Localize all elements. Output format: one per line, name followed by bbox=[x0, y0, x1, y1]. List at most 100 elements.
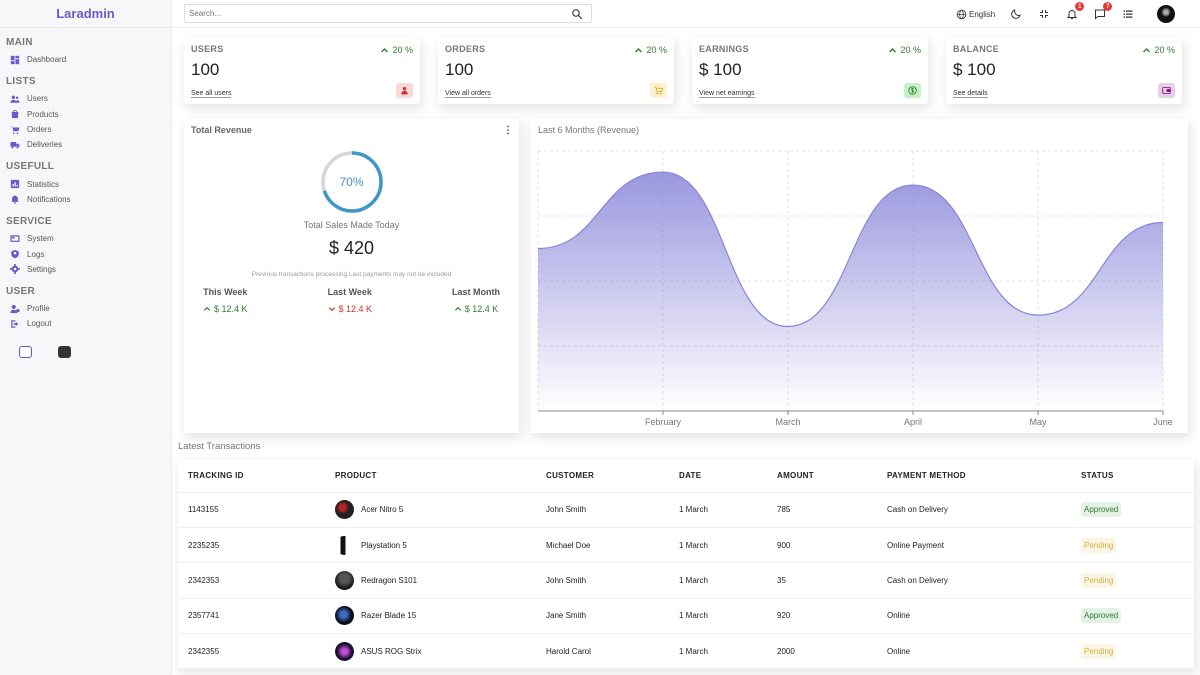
progress-label: 70% bbox=[339, 175, 364, 189]
total-revenue-card: Total Revenue 70% Total Sales Made Today… bbox=[184, 119, 519, 433]
widget-link[interactable]: View all orders bbox=[445, 90, 491, 98]
sidebar-item-label: Statistics bbox=[27, 179, 60, 189]
more-vert-icon[interactable] bbox=[504, 125, 512, 135]
amount-cell: 785 bbox=[767, 492, 877, 528]
sidebar-item-logout[interactable]: Logout bbox=[6, 316, 165, 331]
summary-title: This Week bbox=[203, 287, 248, 297]
brand[interactable]: Laradmin bbox=[0, 0, 171, 28]
dark-theme-toggle[interactable] bbox=[58, 345, 71, 358]
revenue-area-fill bbox=[538, 172, 1163, 411]
sidebar-item-label: System bbox=[27, 234, 54, 244]
widget-title: BALANCE bbox=[953, 44, 1000, 54]
notifications-button[interactable]: 1 bbox=[1065, 2, 1085, 21]
widget-percentage: 20 % bbox=[634, 45, 667, 55]
table-row[interactable]: 1143155 Acer Nitro 5 John Smith 1 March 785 C… bbox=[178, 492, 1194, 528]
summary-item: This Week $ 12.4 K bbox=[203, 287, 248, 314]
language-label: English bbox=[969, 9, 996, 19]
table-row[interactable]: 2342355 ASUS ROG Strix Harold Carol 1 March… bbox=[178, 633, 1194, 670]
sidebar-item-profile[interactable]: Profile bbox=[6, 301, 165, 316]
sidebar-section: LISTS Users Products Orders Deliveries bbox=[0, 76, 171, 152]
sidebar-item-settings[interactable]: Settings bbox=[6, 262, 165, 277]
sidebar-section: SERVICE System Logs Settings bbox=[0, 216, 171, 277]
sidebar-item-notifications[interactable]: Notifications bbox=[6, 192, 165, 207]
x-tick-label: May bbox=[1029, 417, 1047, 427]
topbar-actions: English 1 7 bbox=[956, 0, 1176, 28]
status-cell: Pending bbox=[1071, 562, 1194, 599]
x-tick-label: February bbox=[645, 417, 682, 427]
product-name: Playstation 5 bbox=[361, 540, 407, 550]
table-row[interactable]: 2357741 Razer Blade 15 Jane Smith 1 March 92… bbox=[178, 598, 1194, 635]
sidebar: Laradmin MAIN Dashboard LISTS Users Products… bbox=[0, 0, 172, 675]
summary-item: Last Week $ 12.4 K bbox=[328, 287, 372, 314]
product-name: ASUS ROG Strix bbox=[361, 646, 422, 656]
sidebar-item-logs[interactable]: Logs bbox=[6, 246, 165, 261]
customer-cell: Michael Doe bbox=[536, 527, 669, 564]
language-selector[interactable]: English bbox=[956, 9, 995, 20]
product-cell: Acer Nitro 5 bbox=[325, 492, 536, 528]
sidebar-item-products[interactable]: Products bbox=[6, 107, 165, 122]
sidebar-item-dashboard[interactable]: Dashboard bbox=[6, 52, 165, 67]
brand-logo-text[interactable]: Laradmin bbox=[56, 6, 115, 21]
status-badge: Pending bbox=[1081, 537, 1117, 553]
widget-link[interactable]: See all users bbox=[191, 90, 232, 98]
status-cell: Pending bbox=[1071, 527, 1194, 564]
revenue-chart-card: Last 6 Months (Revenue) February March Apr… bbox=[531, 119, 1188, 433]
sidebar-section-title: USEFULL bbox=[6, 161, 55, 173]
arrow-up-icon bbox=[454, 306, 461, 311]
table-row[interactable]: 2342353 Redragon S101 John Smith 1 March 35 C… bbox=[178, 562, 1194, 599]
messages-button[interactable]: 7 bbox=[1093, 2, 1113, 21]
user-avatar[interactable] bbox=[1157, 5, 1176, 23]
status-cell: Pending bbox=[1071, 633, 1194, 670]
column-header[interactable]: TRACKING ID bbox=[178, 460, 325, 493]
sidebar-item-label: Logs bbox=[27, 249, 45, 259]
sidebar-item-users[interactable]: Users bbox=[6, 91, 165, 106]
messages-counter: 7 bbox=[1103, 2, 1113, 11]
logs-icon bbox=[10, 249, 20, 259]
date-cell: 1 March bbox=[669, 598, 767, 635]
column-header[interactable]: AMOUNT bbox=[767, 460, 877, 493]
product-cell: Razer Blade 15 bbox=[325, 598, 536, 635]
profile-icon bbox=[10, 304, 20, 314]
tracking-id-cell: 2235235 bbox=[178, 527, 325, 564]
amount-cell: 920 bbox=[767, 598, 877, 635]
fullscreen-toggle[interactable] bbox=[1037, 7, 1051, 21]
product-image bbox=[335, 641, 354, 661]
bell-icon bbox=[1067, 10, 1078, 20]
column-header[interactable]: STATUS bbox=[1071, 460, 1194, 493]
system-icon bbox=[10, 234, 20, 244]
tracking-id-cell: 2342355 bbox=[178, 633, 325, 670]
light-theme-toggle[interactable] bbox=[19, 345, 32, 358]
revenue-area-chart: February March April May June bbox=[537, 150, 1173, 427]
sidebar-item-statistics[interactable]: Statistics bbox=[6, 176, 165, 191]
payment-method-cell: Online bbox=[877, 633, 1071, 670]
column-header[interactable]: CUSTOMER bbox=[536, 460, 669, 493]
revenue-series-line bbox=[537, 171, 1164, 328]
total-revenue-title: Total Revenue bbox=[191, 125, 252, 135]
widget-link[interactable]: See details bbox=[953, 90, 988, 98]
dark-mode-toggle[interactable] bbox=[1009, 7, 1023, 21]
search-icon[interactable] bbox=[571, 8, 583, 20]
list-button[interactable] bbox=[1121, 7, 1135, 21]
arrow-up-icon bbox=[1143, 47, 1151, 52]
status-cell: Approved bbox=[1071, 598, 1194, 635]
status-badge: Approved bbox=[1081, 502, 1122, 518]
revenue-summary: This Week $ 12.4 K Last Week $ 12.4 K Last M… bbox=[191, 287, 512, 314]
sidebar-item-deliveries[interactable]: Deliveries bbox=[6, 137, 165, 152]
widget-link[interactable]: View net earnings bbox=[699, 90, 755, 98]
date-cell: 1 March bbox=[669, 633, 767, 670]
column-header[interactable]: PRODUCT bbox=[325, 460, 536, 493]
column-header[interactable]: DATE bbox=[669, 460, 767, 493]
sidebar-section-title: LISTS bbox=[6, 76, 36, 88]
status-badge: Pending bbox=[1081, 643, 1117, 659]
sidebar-item-label: Settings bbox=[27, 264, 56, 274]
sidebar-item-system[interactable]: System bbox=[6, 231, 165, 246]
sidebar-item-orders[interactable]: Orders bbox=[6, 122, 165, 137]
widget-users: USERS 20 % 100 See all users bbox=[184, 38, 420, 104]
payment-method-cell: Online Payment bbox=[877, 527, 1071, 564]
column-header[interactable]: PAYMENT METHOD bbox=[877, 460, 1071, 493]
widget-earnings: EARNINGS 20 % $ 100 View net earnings bbox=[692, 38, 928, 104]
search-input[interactable] bbox=[185, 5, 565, 22]
table-row[interactable]: 2235235 Playstation 5 Michael Doe 1 March 90… bbox=[178, 527, 1194, 564]
chart-icon bbox=[10, 179, 20, 189]
product-image bbox=[335, 535, 354, 555]
